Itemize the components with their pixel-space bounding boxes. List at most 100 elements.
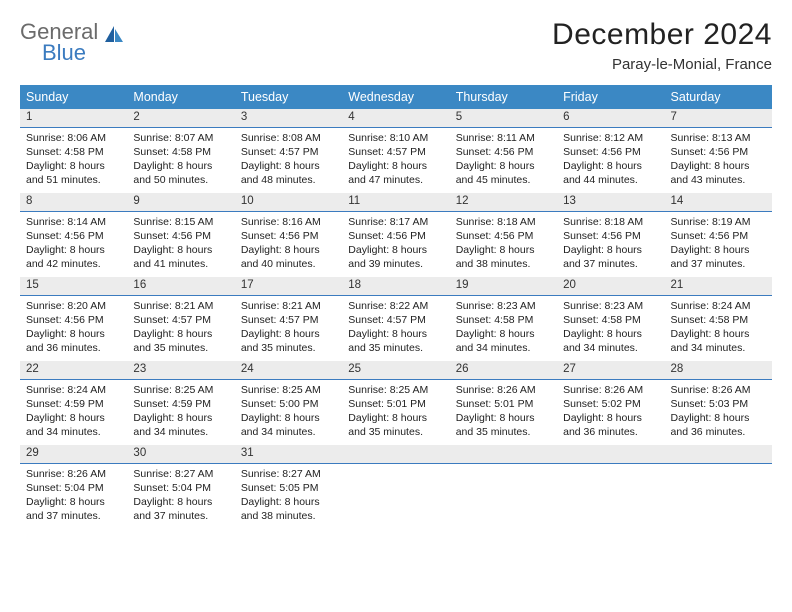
day-details: Sunrise: 8:07 AMSunset: 4:58 PMDaylight:… bbox=[127, 128, 234, 192]
sunset-line: Sunset: 4:57 PM bbox=[133, 314, 211, 326]
day-number: 6 bbox=[557, 109, 664, 128]
sunrise-line: Sunrise: 8:20 AM bbox=[26, 300, 106, 312]
calendar-cell: 1 Sunrise: 8:06 AM Sunset: 4:58 PM Daylight… bbox=[20, 109, 127, 193]
weekday-header: Sunday bbox=[20, 85, 127, 109]
weekday-header: Tuesday bbox=[235, 85, 342, 109]
day-number: 22 bbox=[20, 361, 127, 380]
sunrise-line: Sunrise: 8:21 AM bbox=[133, 300, 213, 312]
sunrise-line: Sunrise: 8:08 AM bbox=[241, 132, 321, 144]
sunrise-line: Sunrise: 8:27 AM bbox=[241, 468, 321, 480]
daylight-line: Daylight: 8 hours and 34 minutes. bbox=[456, 328, 535, 354]
sunset-line: Sunset: 4:56 PM bbox=[348, 230, 426, 242]
sunset-line: Sunset: 4:59 PM bbox=[26, 398, 104, 410]
calendar-cell: 22Sunrise: 8:24 AMSunset: 4:59 PMDayligh… bbox=[20, 361, 127, 445]
day-number: 10 bbox=[235, 193, 342, 212]
daylight-line: Daylight: 8 hours and 39 minutes. bbox=[348, 244, 427, 270]
calendar-cell: 7Sunrise: 8:13 AMSunset: 4:56 PMDaylight… bbox=[665, 109, 772, 193]
sunrise-line: Sunrise: 8:23 AM bbox=[456, 300, 536, 312]
daylight-line: Daylight: 8 hours and 36 minutes. bbox=[563, 412, 642, 438]
day-number: 15 bbox=[20, 277, 127, 296]
sunset-line: Sunset: 4:57 PM bbox=[241, 314, 319, 326]
sunrise-line: Sunrise: 8:10 AM bbox=[348, 132, 428, 144]
daylight-line: Daylight: 8 hours and 43 minutes. bbox=[671, 160, 750, 186]
day-details: Sunrise: 8:26 AMSunset: 5:01 PMDaylight:… bbox=[450, 380, 557, 444]
sunset-line: Sunset: 4:56 PM bbox=[26, 314, 104, 326]
day-details: Sunrise: 8:27 AMSunset: 5:04 PMDaylight:… bbox=[127, 464, 234, 528]
day-number: 12 bbox=[450, 193, 557, 212]
calendar-cell: 14Sunrise: 8:19 AMSunset: 4:56 PMDayligh… bbox=[665, 193, 772, 277]
sunset-line: Sunset: 5:00 PM bbox=[241, 398, 319, 410]
day-details: Sunrise: 8:14 AMSunset: 4:56 PMDaylight:… bbox=[20, 212, 127, 276]
day-details: Sunrise: 8:11 AMSunset: 4:56 PMDaylight:… bbox=[450, 128, 557, 192]
sail-icon bbox=[103, 24, 125, 47]
sunrise-line: Sunrise: 8:26 AM bbox=[26, 468, 106, 480]
sunset-line: Sunset: 4:58 PM bbox=[456, 314, 534, 326]
day-details: Sunrise: 8:23 AM Sunset: 4:58 PM Daylight:… bbox=[450, 296, 557, 360]
daylight-line: Daylight: 8 hours and 51 minutes. bbox=[26, 160, 105, 186]
day-details: Sunrise: 8:22 AMSunset: 4:57 PMDaylight:… bbox=[342, 296, 449, 360]
day-number: 11 bbox=[342, 193, 449, 212]
day-number: 30 bbox=[127, 445, 234, 464]
calendar-row: 15 Sunrise: 8:20 AM Sunset: 4:56 PM Dayligh… bbox=[20, 277, 772, 361]
sunset-line: Sunset: 4:56 PM bbox=[671, 230, 749, 242]
calendar-cell: 11 Sunrise: 8:17 AM Sunset: 4:56 PM Dayligh… bbox=[342, 193, 449, 277]
sunset-line: Sunset: 4:56 PM bbox=[456, 230, 534, 242]
day-number: 16 bbox=[127, 277, 234, 296]
calendar-cell: 26Sunrise: 8:26 AMSunset: 5:01 PMDayligh… bbox=[450, 361, 557, 445]
sunset-line: Sunset: 4:58 PM bbox=[563, 314, 641, 326]
daylight-line: Daylight: 8 hours and 35 minutes. bbox=[348, 328, 427, 354]
sunrise-line: Sunrise: 8:24 AM bbox=[26, 384, 106, 396]
day-number: 1 bbox=[20, 109, 127, 128]
sunset-line: Sunset: 5:04 PM bbox=[133, 482, 211, 494]
sunset-line: Sunset: 4:56 PM bbox=[456, 146, 534, 158]
sunset-line: Sunset: 4:56 PM bbox=[133, 230, 211, 242]
day-details: Sunrise: 8:24 AMSunset: 4:58 PMDaylight:… bbox=[665, 296, 772, 360]
day-number: 20 bbox=[557, 277, 664, 296]
calendar-cell: 5Sunrise: 8:11 AMSunset: 4:56 PMDaylight… bbox=[450, 109, 557, 193]
sunrise-line: Sunrise: 8:18 AM bbox=[456, 216, 536, 228]
daylight-line: Daylight: 8 hours and 34 minutes. bbox=[241, 412, 320, 438]
title-block: December 2024 Paray-le-Monial, France bbox=[552, 18, 772, 73]
calendar-cell bbox=[557, 445, 664, 529]
sunrise-line: Sunrise: 8:27 AM bbox=[133, 468, 213, 480]
day-number: 9 bbox=[127, 193, 234, 212]
daylight-line: Daylight: 8 hours and 40 minutes. bbox=[241, 244, 320, 270]
day-number: 17 bbox=[235, 277, 342, 296]
sunrise-line: Sunrise: 8:06 AM bbox=[26, 132, 106, 144]
daylight-line: Daylight: 8 hours and 45 minutes. bbox=[456, 160, 535, 186]
calendar-row: 29Sunrise: 8:26 AMSunset: 5:04 PMDayligh… bbox=[20, 445, 772, 529]
calendar-cell: 15Sunrise: 8:20 AMSunset: 4:56 PMDayligh… bbox=[20, 277, 127, 361]
sunrise-line: Sunrise: 8:17 AM bbox=[348, 216, 428, 228]
daylight-line: Daylight: 8 hours and 34 minutes. bbox=[563, 328, 642, 354]
daylight-line: Daylight: 8 hours and 35 minutes. bbox=[133, 328, 212, 354]
day-number: 31 bbox=[235, 445, 342, 464]
sunset-line: Sunset: 4:58 PM bbox=[26, 146, 104, 158]
day-details: Sunrise: 8:25 AMSunset: 5:00 PMDaylight:… bbox=[235, 380, 342, 444]
day-details: Sunrise: 8:25 AMSunset: 4:59 PMDaylight:… bbox=[127, 380, 234, 444]
calendar-cell bbox=[342, 445, 449, 529]
sunrise-line: Sunrise: 8:21 AM bbox=[241, 300, 321, 312]
day-number: 26 bbox=[450, 361, 557, 380]
calendar-cell: 20Sunrise: 8:23 AMSunset: 4:58 PMDayligh… bbox=[557, 277, 664, 361]
sunrise-line: Sunrise: 8:18 AM bbox=[563, 216, 643, 228]
sunset-line: Sunset: 5:01 PM bbox=[456, 398, 534, 410]
empty-day-bar bbox=[342, 445, 449, 464]
calendar-cell: 18Sunrise: 8:22 AMSunset: 4:57 PMDayligh… bbox=[342, 277, 449, 361]
calendar-cell: 19Sunrise: 8:23 AMSunset: 4:58 PMDayligh… bbox=[450, 277, 557, 361]
daylight-line: Daylight: 8 hours and 47 minutes. bbox=[348, 160, 427, 186]
weekday-header: Wednesday bbox=[342, 85, 449, 109]
day-details: Sunrise: 8:06 AM Sunset: 4:58 PM Daylight:… bbox=[20, 128, 127, 192]
calendar-cell: 31Sunrise: 8:27 AMSunset: 5:05 PMDayligh… bbox=[235, 445, 342, 529]
daylight-line: Daylight: 8 hours and 35 minutes. bbox=[456, 412, 535, 438]
calendar-cell: 10Sunrise: 8:16 AMSunset: 4:56 PMDayligh… bbox=[235, 193, 342, 277]
day-details: Sunrise: 8:26 AMSunset: 5:03 PMDaylight:… bbox=[665, 380, 772, 444]
calendar-cell: 17Sunrise: 8:21 AMSunset: 4:57 PMDayligh… bbox=[235, 277, 342, 361]
weekday-header: Monday bbox=[127, 85, 234, 109]
daylight-line: Daylight: 8 hours and 34 minutes. bbox=[671, 328, 750, 354]
day-number: 8 bbox=[20, 193, 127, 212]
sunset-line: Sunset: 4:56 PM bbox=[26, 230, 104, 242]
calendar-cell: 29Sunrise: 8:26 AMSunset: 5:04 PMDayligh… bbox=[20, 445, 127, 529]
daylight-line: Daylight: 8 hours and 37 minutes. bbox=[671, 244, 750, 270]
day-details: Sunrise: 8:26 AMSunset: 5:02 PMDaylight:… bbox=[557, 380, 664, 444]
calendar-cell: 25Sunrise: 8:25 AMSunset: 5:01 PMDayligh… bbox=[342, 361, 449, 445]
